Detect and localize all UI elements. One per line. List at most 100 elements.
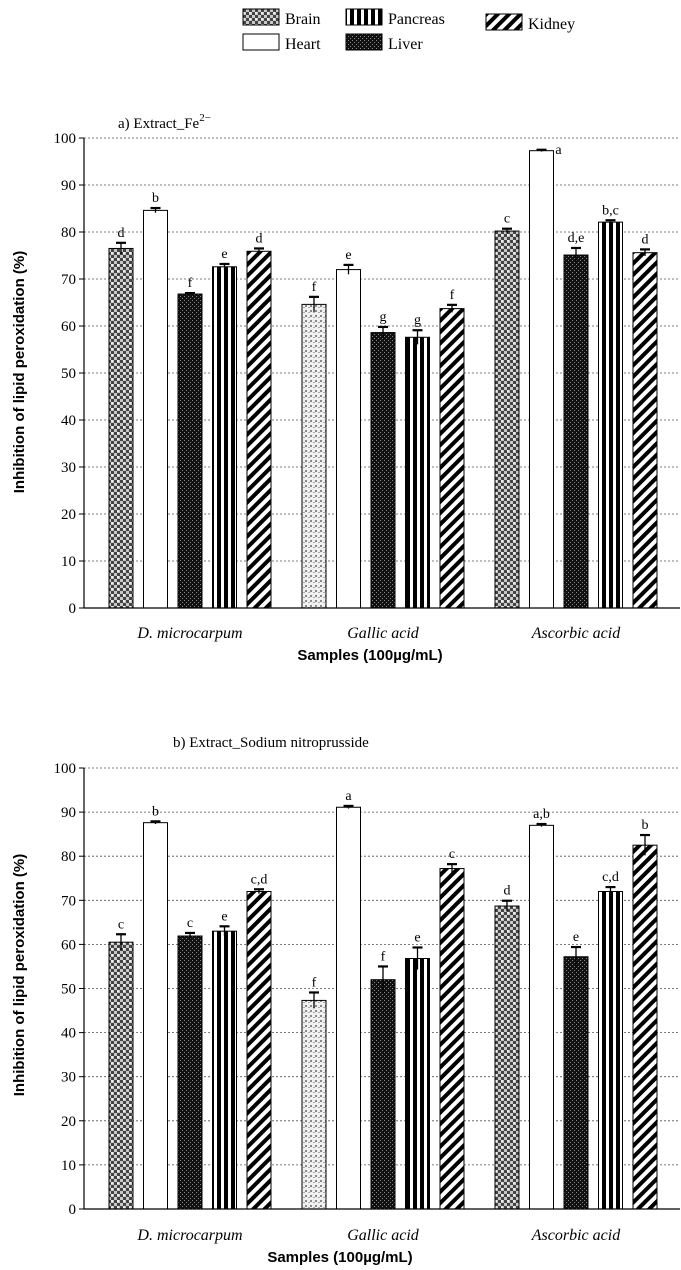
chart-a: a) Extract_Fe2− d f c b e a f g d,e e g b,c d f d 0 10 2… <box>11 112 680 664</box>
chart-a-category-label: Gallic acid <box>347 625 420 642</box>
chart-a-significance-label: d <box>256 231 263 246</box>
chart-a-bar-kidney <box>246 250 272 609</box>
legend-label-brain: Brain <box>285 11 321 28</box>
chart-b-bar-kidney <box>439 868 465 1210</box>
chart-b-bar-pancreas <box>212 930 237 1210</box>
chart-a-bar-brain <box>108 247 134 609</box>
chart-b-bar-liver <box>563 956 589 1210</box>
chart-a-y-tick-label: 50 <box>61 366 76 382</box>
chart-b-y-tick-label: 90 <box>61 805 76 821</box>
chart-b-significance-label: c,d <box>602 870 619 885</box>
chart-b-significance-label: f <box>381 949 386 964</box>
chart-a-y-tick-label: 90 <box>61 178 76 194</box>
chart-b-bar-heart <box>336 806 361 1210</box>
chart-a-y-tick-label: 20 <box>61 507 76 523</box>
chart-a-y-tick-label: 100 <box>54 131 77 147</box>
chart-a-y-tick-label: 0 <box>69 601 77 617</box>
chart-a-significance-label: b,c <box>602 203 619 218</box>
chart-b-bar-heart <box>143 822 168 1210</box>
chart-a-y-ticks: 0 10 20 30 40 50 60 70 80 90 100 <box>54 131 84 617</box>
chart-a-bar-kidney <box>632 252 658 609</box>
legend-item-liver: Liver <box>345 33 423 53</box>
chart-a-y-tick-label: 80 <box>61 225 76 241</box>
chart-b-bar-kidney <box>246 890 272 1210</box>
legend-label-heart: Heart <box>285 36 321 53</box>
chart-b-y-tick-label: 100 <box>54 761 77 777</box>
chart-b-y-axis-label: Inhibition of lipid peroxidation (%) <box>11 854 28 1096</box>
chart-a-bar-pancreas <box>405 336 430 609</box>
chart-a-bar-liver <box>370 332 396 609</box>
chart-b-bar-brain <box>494 905 520 1210</box>
chart-a-significance-label: g <box>380 310 387 325</box>
chart-b: b) Extract_Sodium nitroprusside c f d b a a,b… <box>11 735 680 1266</box>
chart-b-significance-label: c,d <box>251 872 268 887</box>
chart-a-title-superscript: 2− <box>199 112 211 124</box>
chart-a-significance-label: f <box>450 288 455 303</box>
chart-a-bar-brain <box>494 230 520 609</box>
chart-a-bar-liver <box>177 293 203 609</box>
chart-b-significance-label: c <box>449 847 455 862</box>
legend-item-brain: Brain <box>242 8 321 28</box>
chart-b-bar-brain <box>108 941 134 1210</box>
chart-a-bar-liver <box>563 254 589 609</box>
chart-b-significance-label: c <box>118 917 124 932</box>
chart-a-y-tick-label: 10 <box>61 554 76 570</box>
chart-b-significance-label: f <box>312 975 317 990</box>
chart-b-y-tick-label: 60 <box>61 937 76 953</box>
chart-b-significance-label: c <box>187 916 193 931</box>
chart-a-y-tick-label: 40 <box>61 413 76 429</box>
chart-a-x-axis-label: Samples (100µg/mL) <box>297 647 442 664</box>
legend-item-heart: Heart <box>242 33 321 53</box>
chart-b-category-label: D. microcarpum <box>136 1227 242 1244</box>
chart-b-bar-heart <box>529 824 554 1210</box>
chart-a-bar-heart <box>336 269 361 609</box>
chart-b-category-label: Gallic acid <box>347 1227 420 1244</box>
chart-b-bar-kidney <box>632 844 658 1210</box>
legend-swatch-liver <box>345 33 383 51</box>
chart-a-bar-brain <box>301 303 327 609</box>
chart-a-significance-label: f <box>312 280 317 295</box>
chart-a-significance-label: d,e <box>568 231 585 246</box>
legend-swatch-kidney <box>485 13 523 31</box>
chart-b-category-label: Ascorbic acid <box>531 1227 621 1244</box>
chart-b-y-tick-label: 0 <box>69 1202 77 1218</box>
chart-a-y-tick-label: 70 <box>61 272 76 288</box>
chart-b-significance-label: b <box>152 804 159 819</box>
legend-item-pancreas: Pancreas <box>345 8 445 28</box>
chart-a-bar-pancreas <box>598 221 623 609</box>
legend-swatch-pancreas <box>345 8 383 26</box>
chart-b-categories: D. microcarpum Gallic acid Ascorbic acid <box>136 1227 621 1244</box>
chart-a-significance-label: g <box>414 313 421 328</box>
legend-swatch-heart <box>242 33 280 51</box>
legend: Brain Heart Pancreas Liver Kidney <box>242 8 575 53</box>
chart-b-significance-label: e <box>221 909 227 924</box>
chart-b-significance-label: e <box>573 930 579 945</box>
chart-a-bar-heart <box>529 150 554 609</box>
chart-b-significance-label: a <box>345 789 352 804</box>
chart-a-bar-pancreas <box>212 266 237 609</box>
chart-b-bar-pancreas <box>405 958 430 1210</box>
chart-a-bars: d f c b e a f g d,e e g b,c d f d <box>108 143 658 609</box>
chart-a-categories: D. microcarpum Gallic acid Ascorbic acid <box>136 625 621 642</box>
legend-label-pancreas: Pancreas <box>388 11 445 28</box>
chart-b-y-tick-label: 30 <box>61 1070 76 1086</box>
chart-b-y-tick-label: 40 <box>61 1026 76 1042</box>
chart-a-bar-heart <box>143 209 168 609</box>
chart-a-significance-label: d <box>118 226 125 241</box>
chart-b-y-tick-label: 80 <box>61 849 76 865</box>
chart-b-bar-pancreas <box>598 890 623 1210</box>
legend-item-kidney: Kidney <box>485 13 575 33</box>
chart-a-category-label: D. microcarpum <box>136 625 242 642</box>
chart-b-title: b) Extract_Sodium nitroprusside <box>173 735 369 751</box>
chart-a-significance-label: a <box>555 143 562 158</box>
chart-a-y-tick-label: 30 <box>61 460 76 476</box>
chart-a-significance-label: f <box>188 276 193 291</box>
chart-b-bars: c f d b a a,b c f e e e c,d c,d c b <box>108 789 658 1210</box>
chart-b-y-ticks: 0 10 20 30 40 50 60 70 80 90 100 <box>54 761 84 1218</box>
chart-a-significance-label: d <box>642 232 649 247</box>
chart-b-bar-liver <box>177 935 203 1210</box>
legend-label-kidney: Kidney <box>528 16 575 33</box>
chart-a-category-label: Ascorbic acid <box>531 625 621 642</box>
chart-b-bar-brain <box>301 999 327 1210</box>
